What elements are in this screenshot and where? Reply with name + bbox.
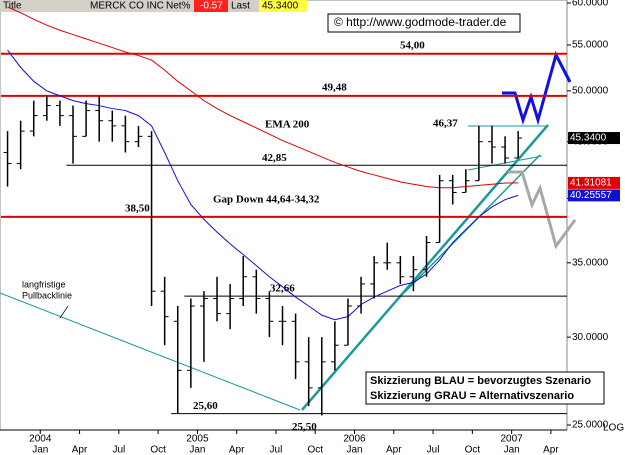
y-tick-label: 55.0000 [572,40,609,51]
x-tick-label: Jul [270,445,283,455]
x-tick-label: Jan [504,445,520,455]
annotation: Pullbacklinie [22,290,72,300]
x-tick-label: Oct [307,445,323,455]
scale-label: LOG [603,423,624,434]
level-label: 42,85 [262,152,287,164]
y-tick-label: 35.0000 [572,257,609,268]
year-label: 2005 [186,434,209,445]
year-label: 2006 [343,434,366,445]
annotation: langfristige [22,279,66,289]
price-mark: 25,50 [292,421,317,433]
x-tick-label: Jan [346,445,362,455]
pullback-pointer [59,305,69,319]
header-symbol: MERCK CO INC [90,1,164,12]
x-tick-label: Jul [112,445,125,455]
x-tick-label: Oct [465,445,481,455]
last-value-label: 41.31081 [570,178,612,189]
last-box [259,0,307,12]
scenario-box [365,371,605,405]
level-label: 38,50 [125,202,150,214]
y-tick-label: 50.0000 [572,86,609,97]
level-label: 32,66 [270,283,295,295]
pullback-line [0,292,301,411]
last-value-box [568,132,620,145]
x-tick-label: Apr [229,445,245,455]
year-label: 2004 [29,434,52,445]
x-tick-label: Apr [72,445,88,455]
scenario-gray [508,170,577,250]
last-value-label: 40.25557 [570,190,612,201]
header-title: Title [3,1,22,12]
last-value-box [568,176,620,189]
scenario-blue [502,50,572,126]
moving-average [7,6,519,189]
header-net-label: Net% [166,1,191,12]
x-tick-label: Jul [427,445,440,455]
scenario-text: Skizzierung GRAU = Alternativszenario [370,390,574,402]
trend-line [301,124,549,411]
x-tick-label: Jan [32,445,48,455]
price-mark: 46,37 [433,118,458,130]
level-label: 49,48 [322,81,347,93]
copyright-box [327,13,521,33]
annotation: Gap Down 44,64-34,32 [213,194,320,206]
x-tick-label: Apr [543,445,559,455]
x-tick-label: Jan [189,445,205,455]
copyright: © http://www.godmode-trader.de [334,15,507,29]
year-label: 2007 [501,434,524,445]
header-last-label: Last [231,1,250,12]
level-label: 25,60 [193,400,218,412]
scenario-text: Skizzierung BLAU = bevorzugtes Szenario [370,375,591,387]
moving-average [7,49,519,321]
last-value-label: 45.3400 [570,133,607,144]
header: Title MERCK CO INC Net% -0.57 Last 45.34… [0,0,307,12]
x-tick-label: Apr [386,445,402,455]
header-net-value: -0.57 [200,1,223,12]
net-box [194,0,228,12]
level-label: 54,00 [400,39,425,51]
y-tick-label: 30.0000 [572,332,609,343]
series-label: EMA 200 [265,119,310,131]
y-tick-label: 25.0000 [572,420,609,431]
x-tick-label: Oct [150,445,166,455]
last-value-box [568,189,620,202]
y-tick-label: 60.0000 [572,0,609,9]
header-last-value: 45.3400 [262,1,299,12]
